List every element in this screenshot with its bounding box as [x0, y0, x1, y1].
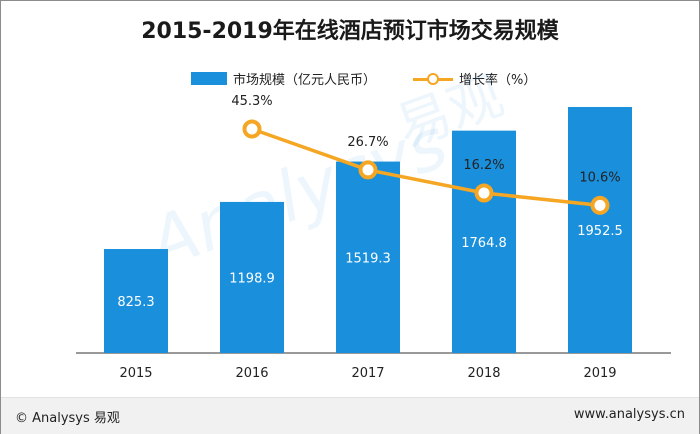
bar-2016	[220, 201, 284, 353]
chart-plot: Analysys易观825.320151198.920161519.320171…	[76, 64, 671, 381]
legend-line-label: 增长率（%）	[459, 73, 537, 88]
bar-2015	[104, 249, 168, 353]
bar-value-label: 1764.8	[461, 236, 507, 251]
legend-bar-label: 市场规模（亿元人民币）	[233, 73, 377, 88]
legend-item-bar: 市场规模（亿元人民币）	[191, 69, 376, 88]
legend-line-swatch	[413, 72, 453, 86]
bar-2019	[568, 106, 632, 353]
x-tick-label: 2015	[119, 366, 152, 381]
growth-point-2017	[358, 160, 378, 180]
bar-value-label: 1519.3	[345, 251, 391, 266]
x-tick-label: 2017	[351, 366, 384, 381]
footer-copyright: © Analysys 易观	[15, 411, 120, 426]
growth-value-label: 26.7%	[347, 135, 388, 150]
growth-point-2016	[242, 119, 262, 139]
bar-2018	[452, 130, 516, 353]
legend: 市场规模（亿元人民币） 增长率（%）	[1, 69, 699, 89]
bar-value-label: 1198.9	[229, 271, 275, 286]
x-tick-label: 2018	[467, 366, 500, 381]
growth-value-label: 16.2%	[463, 158, 504, 173]
growth-point-2018	[474, 183, 494, 203]
legend-bar-swatch	[191, 72, 227, 85]
chart-title: 2015-2019年在线酒店预订市场交易规模	[141, 19, 559, 44]
legend-item-line: 增长率（%）	[413, 69, 536, 88]
growth-point-2019	[590, 195, 610, 215]
growth-value-label: 10.6%	[579, 170, 620, 185]
footer-url: www.analysys.cn	[573, 407, 685, 422]
bar-2017	[336, 161, 400, 353]
footer-bar: © Analysys 易观 www.analysys.cn	[1, 397, 699, 434]
x-tick-label: 2019	[583, 366, 616, 381]
growth-line	[251, 127, 601, 208]
bar-value-label: 1952.5	[577, 224, 623, 239]
growth-value-label: 45.3%	[231, 94, 272, 109]
bar-value-label: 825.3	[117, 295, 154, 310]
x-tick-label: 2016	[235, 366, 268, 381]
